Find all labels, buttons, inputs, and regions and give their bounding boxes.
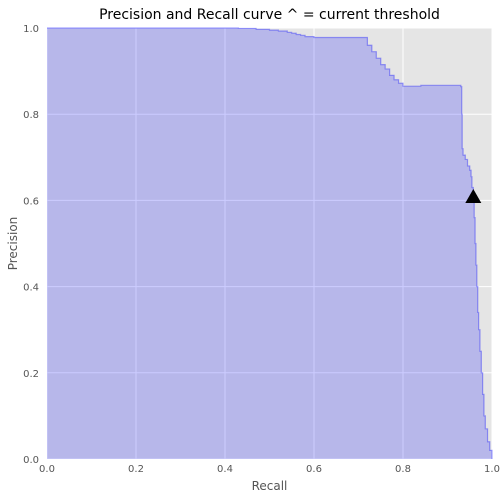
x-tick-label: 0.0 [39, 464, 55, 475]
y-tick-label: 0.4 [23, 283, 39, 294]
plot-background [47, 28, 492, 459]
x-axis-label: Recall [252, 479, 288, 493]
x-tick-label: 0.2 [128, 464, 144, 475]
area-layer [47, 27, 493, 459]
x-tick-label: 0.8 [395, 464, 411, 475]
y-tick-label: 0.8 [23, 110, 39, 121]
y-axis-label: Precision [6, 217, 20, 271]
x-tick-label: 0.6 [306, 464, 322, 475]
x-tick-label: 0.4 [217, 464, 233, 475]
y-tick-label: 0.0 [23, 455, 39, 466]
y-tick-label: 1.0 [23, 24, 39, 35]
current-threshold-marker [465, 188, 482, 203]
x-tick-label: 1.0 [484, 464, 500, 475]
y-tick-label: 0.6 [23, 196, 39, 207]
y-tick-label: 0.2 [23, 369, 39, 380]
tick-labels: 0.0 0.2 0.4 0.6 0.8 1.0 0.0 0.2 0.4 0.6 0.8 1.0 [23, 24, 500, 475]
precision-recall-area [47, 28, 492, 459]
chart-title: Precision and Recall curve ^ = current t… [99, 7, 440, 23]
precision-recall-line [47, 27, 493, 459]
gridlines [46, 27, 493, 460]
